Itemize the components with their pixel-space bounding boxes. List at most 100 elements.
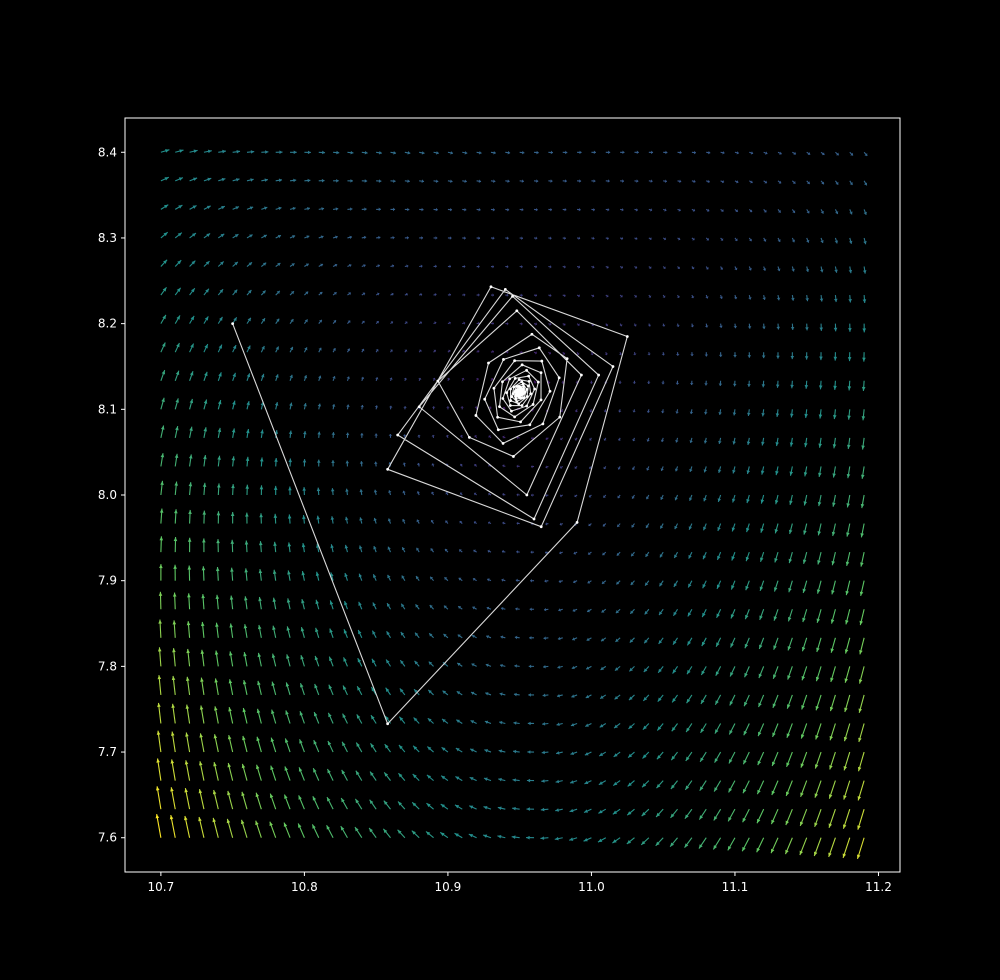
vector-arrow [475, 377, 479, 382]
vector-arrow [742, 751, 750, 765]
vector-arrow [455, 776, 463, 782]
vector-arrow [555, 751, 563, 755]
vector-arrow [676, 323, 680, 327]
vector-arrow [741, 837, 750, 852]
vector-arrow [704, 409, 708, 415]
vector-arrow [445, 434, 450, 439]
vector-arrow [598, 808, 607, 814]
vector-arrow [704, 352, 709, 357]
vector-arrow [673, 580, 679, 588]
vector-arrow [631, 466, 636, 471]
vector-arrow [289, 346, 294, 353]
vector-arrow [174, 370, 180, 381]
vector-arrow [232, 289, 238, 296]
trajectory-point [386, 722, 390, 726]
vector-arrow [275, 290, 281, 296]
vector-arrow [576, 265, 581, 269]
vector-arrow [288, 430, 293, 438]
vector-arrow [232, 400, 236, 410]
x-tick-label: 10.9 [435, 880, 462, 894]
vector-arrow [533, 236, 538, 240]
vector-arrow [629, 637, 635, 643]
vector-arrow [773, 637, 779, 650]
vector-arrow [799, 808, 808, 827]
vector-arrow [215, 566, 220, 581]
vector-arrow [242, 707, 248, 724]
trajectory-point [548, 389, 552, 393]
vector-arrow [689, 437, 693, 444]
vector-arrow [260, 317, 266, 324]
vector-arrow [574, 437, 578, 441]
vector-arrow [569, 808, 578, 813]
vector-arrow [372, 602, 377, 610]
vector-arrow [490, 378, 494, 382]
vector-arrow [244, 596, 248, 610]
vector-arrow [502, 521, 506, 525]
vector-arrow [612, 780, 621, 787]
vector-arrow [533, 322, 538, 326]
vector-arrow [316, 459, 321, 467]
vector-arrow [300, 654, 305, 667]
vector-arrow [530, 436, 535, 440]
vector-arrow [619, 265, 624, 269]
vector-arrow [628, 723, 635, 730]
vector-arrow [677, 179, 682, 184]
vector-arrow [758, 694, 765, 708]
vector-arrow [375, 292, 380, 296]
vector-arrow [633, 352, 637, 356]
vector-arrow [486, 635, 492, 639]
vector-arrow [343, 600, 348, 610]
vector-arrow [558, 579, 563, 584]
vector-arrow [803, 494, 808, 506]
vector-arrow [828, 837, 836, 858]
vector-arrow [344, 572, 348, 581]
vector-arrow [698, 837, 707, 849]
trajectory-point [529, 392, 533, 396]
vector-arrow [605, 150, 611, 155]
vector-arrow [474, 463, 478, 467]
vector-arrow [648, 208, 653, 212]
vector-arrow [462, 236, 466, 240]
vector-arrow [413, 717, 420, 724]
vector-arrow [428, 632, 434, 639]
trajectory-point [508, 377, 512, 381]
vector-arrow [862, 323, 867, 333]
vector-arrow [375, 377, 379, 381]
vector-arrow [286, 626, 291, 638]
vector-arrow [533, 264, 538, 269]
vector-arrow [505, 264, 509, 269]
vector-arrow [816, 609, 822, 623]
vector-arrow [388, 433, 393, 438]
vector-arrow [859, 609, 865, 626]
vector-arrow [833, 323, 838, 332]
vector-arrow [470, 720, 477, 724]
vector-arrow [227, 734, 234, 753]
vector-arrow [259, 513, 263, 524]
vector-arrow [315, 627, 320, 638]
vector-arrow [620, 150, 625, 155]
vector-arrow [816, 637, 822, 653]
vector-arrow [760, 551, 765, 562]
vector-arrow [542, 693, 549, 698]
vector-arrow [169, 814, 176, 838]
vector-arrow [791, 294, 795, 301]
vector-arrow [548, 207, 553, 212]
vector-arrow [283, 822, 291, 838]
vector-arrow [242, 735, 248, 753]
trajectory-point [539, 525, 543, 529]
vector-arrow [526, 807, 535, 811]
vector-arrow [743, 723, 750, 736]
vector-arrow [516, 493, 520, 497]
vector-arrow [618, 380, 622, 384]
vector-arrow [217, 399, 222, 410]
vector-arrow [217, 233, 225, 239]
vector-arrow [688, 551, 693, 559]
vector-arrow [217, 288, 224, 296]
vector-arrow [720, 208, 724, 212]
vector-arrow [834, 180, 839, 185]
vector-arrow [288, 458, 293, 467]
vector-arrow [843, 780, 851, 800]
trajectory-point [483, 397, 487, 401]
vector-arrow [605, 179, 610, 183]
vector-arrow [461, 377, 465, 381]
